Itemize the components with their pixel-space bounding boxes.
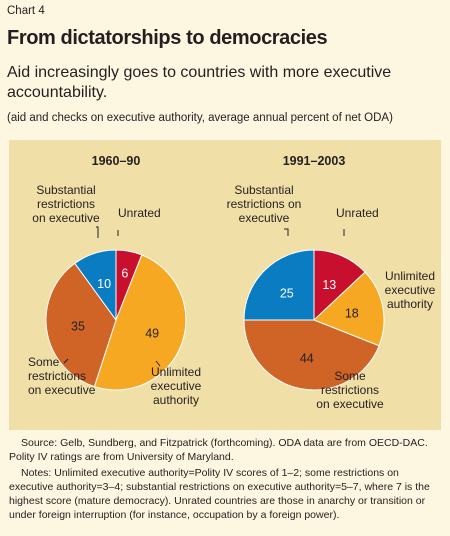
leader-line-substantial — [284, 228, 289, 236]
units-note: (aid and checks on executive authority, … — [7, 112, 393, 124]
pie-value-unlimited: 18 — [345, 306, 359, 320]
category-label-unrated: Unrated — [118, 206, 161, 220]
leader-line-substantial — [96, 226, 99, 238]
pie-title-2: 1991–2003 — [283, 154, 346, 168]
pie-slice-substantial — [74, 249, 117, 322]
pie-value-unrated: 6 — [121, 267, 128, 281]
pie-slice-unlimited — [313, 271, 385, 347]
category-label-some: Some restrictions on executive — [28, 355, 96, 397]
chart-title: From dictatorships to democracies — [7, 27, 328, 49]
pie-slice-substantial — [243, 249, 315, 321]
footnotes: Source: Gelb, Sundberg, and Fitzpatrick … — [9, 436, 437, 524]
pie-slice-unrated — [313, 249, 366, 322]
leader-line-unlimited — [155, 360, 161, 367]
pie-title-1: 1960–90 — [92, 154, 141, 168]
category-label-unlimited: Unlimited executive authority — [385, 269, 436, 311]
pie-value-unrated: 13 — [322, 278, 336, 292]
chart-subtitle: Aid increasingly goes to countries with … — [7, 64, 392, 101]
source-note: Source: Gelb, Sundberg, and Fitzpatrick … — [9, 437, 428, 463]
pie-value-substantial: 10 — [97, 277, 111, 291]
pie-slice-some — [45, 262, 117, 388]
category-label-substantial: Substantial restrictions on executive — [32, 183, 100, 225]
pie-slice-some — [243, 319, 380, 391]
pie-value-some: 35 — [71, 320, 85, 334]
notes-text: Notes: Unlimited executive authority=Pol… — [9, 467, 430, 521]
category-label-unlimited: Unlimited executive authority — [151, 365, 202, 407]
category-label-unrated: Unrated — [336, 206, 379, 220]
category-label-some: Some restrictions on executive — [316, 369, 384, 411]
leader-line-some — [63, 358, 69, 364]
pie-slice-unlimited — [93, 254, 187, 391]
chart-number: Chart 4 — [7, 5, 45, 17]
pie-charts: 1960–90 6 49 35 10 Unrated Unlimited executive a… — [28, 154, 436, 411]
pie-value-substantial: 25 — [280, 286, 294, 300]
category-label-substantial: Substantial restrictions on executive — [227, 183, 302, 225]
pie-value-unlimited: 49 — [145, 327, 159, 341]
pie-value-some: 44 — [300, 351, 314, 365]
